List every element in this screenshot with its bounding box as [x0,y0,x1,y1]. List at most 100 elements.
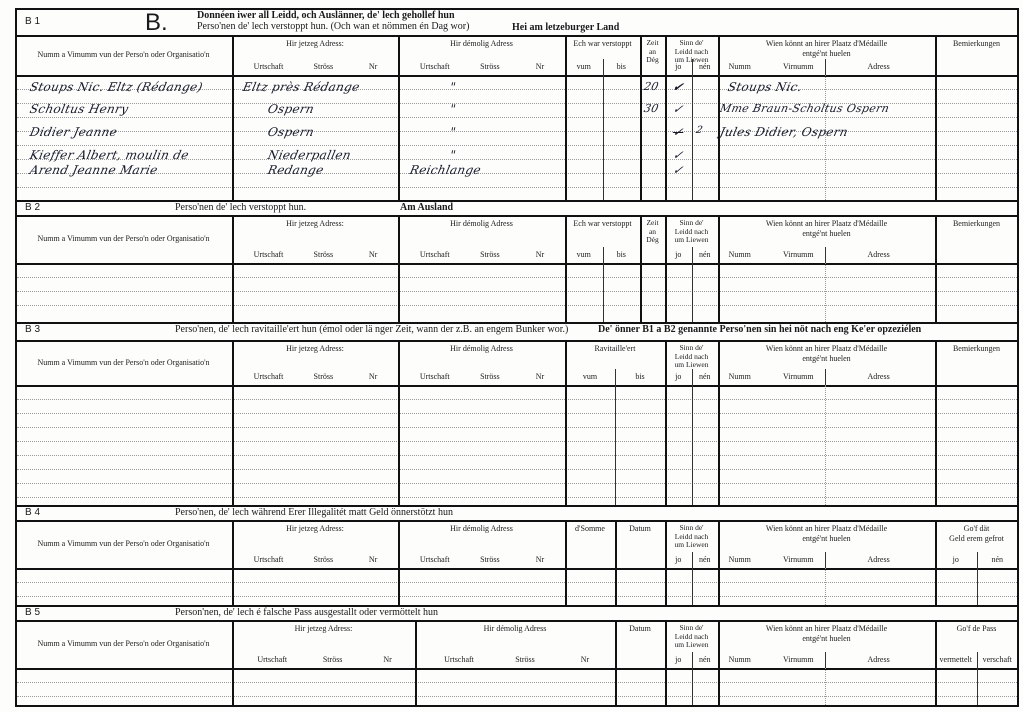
subheader-wien-0: Numm [728,62,751,71]
subheader-jetzeg-1: Ströss [322,655,343,664]
subheader-verstoppt-1: bis [616,250,626,259]
column-divider [665,35,667,200]
column-header-sinn: Sinn de' Leidd nach um Liewen [674,343,709,369]
right-border [1017,8,1019,200]
subheader-demolig-0: Urtschaft [419,62,450,71]
column-header-ravitailleert: Ravitaille'ert [594,344,636,353]
column-divider [640,35,642,200]
column-divider [718,620,720,705]
column-divider [935,520,937,605]
subheader-sinn-0: jo [675,372,682,381]
right-border [1017,605,1019,705]
subheader-sinn-1: nén [698,372,711,381]
subheader-demolig-2: Nr [580,655,590,664]
subheader-sinn-0: jo [675,655,682,664]
right-border [1017,322,1019,505]
subcolumn-divider [825,552,826,568]
subheader-demolig-2: Nr [535,250,545,259]
writing-line [17,305,1017,306]
subheader-demolig-1: Ströss [515,655,535,664]
left-border [15,200,17,322]
subcolumn-divider [602,247,604,322]
header-top-border [15,35,1019,37]
subheader-sinn-0: jo [675,555,682,564]
column-divider [565,35,567,200]
subheader-ravitailleert-0: vum [582,372,598,381]
column-divider [718,340,720,505]
writing-line [17,173,1017,174]
subheader-wien-1: Virnumm [782,655,814,664]
writing-line [17,145,1017,146]
subheader-wien-1: Virnumm [782,62,814,71]
writing-line [17,399,1017,400]
writing-line [17,696,1017,697]
subheader-demolig-0: Urtschaft [444,655,474,664]
column-header-bemierkungen: Bemierkungen [952,344,1001,353]
subheader-wien-1: Virnumm [782,555,814,564]
writing-line [17,441,1017,442]
header-top-border [15,215,1019,217]
column-header-sinn: Sinn de' Leidd nach um Liewen [674,38,709,64]
column-divider [415,620,417,705]
column-header-demolig: Hir démolig Adress [483,624,547,633]
section-top-border [15,200,1019,202]
writing-line [17,413,1017,414]
column-header-jetzeg: Hir jetzeg Adress: [286,524,344,533]
subheader-wien-1: Virnumm [782,372,814,381]
column-divider [665,215,667,322]
subheader-jetzeg-0: Urtschaft [253,250,284,259]
writing-line [17,582,1017,583]
subheader-gof-1: verschaft [982,655,1012,664]
section-big-letter: B. [145,9,168,36]
subheader-wien-1: Virnumm [782,250,814,259]
subheader-jetzeg-2: Nr [368,555,378,564]
column-header-jetzeg: Hir jetzeg Adress: [294,624,353,633]
column-divider [665,340,667,505]
subheader-jetzeg-1: Ströss [313,555,334,564]
writing-line [17,89,1017,90]
section-title-right: De' önner B1 a B2 genannte Perso'nen sin… [598,324,922,335]
column-divider [398,215,400,322]
subheader-sinn-1: nén [698,62,711,71]
subheader-wien-2: Adress [867,250,890,259]
section-label: B 4 [25,507,41,518]
subheader-demolig-0: Urtschaft [419,372,450,381]
column-header-sinn: Sinn de' Leidd nach um Liewen [674,623,709,649]
column-header-jetzeg: Hir jetzeg Adress: [286,219,344,228]
left-border [15,505,17,605]
subheader-demolig-0: Urtschaft [419,250,450,259]
column-divider [718,215,720,322]
section-title-right: Am Ausland [400,202,454,213]
column-divider [565,215,567,322]
column-header-bemierkungen: Bemierkungen [952,39,1001,48]
column-divider [935,35,937,200]
subcolumn-divider [825,385,826,505]
subcolumn-divider [825,369,826,385]
subheader-jetzeg-1: Ströss [313,372,334,381]
subheader-wien-2: Adress [867,62,890,71]
writing-line [17,469,1017,470]
subheader-demolig-1: Ströss [480,555,500,564]
section-top-border [15,605,1019,607]
column-divider [232,340,234,505]
column-divider [232,620,234,705]
writing-line [17,159,1017,160]
writing-line [17,187,1017,188]
column-divider [232,215,234,322]
subheader-demolig-2: Nr [535,62,545,71]
subheader-demolig-2: Nr [535,555,545,564]
section-title-line: Perso'nen de' lech verstoppt hun. [175,202,307,213]
right-border [1017,200,1019,322]
column-header-verstoppt: Ech war verstoppt [573,39,632,48]
section-title-line: Person'nen, de' lech é falsche Pass ausg… [175,607,438,618]
column-header-verstoppt: Ech war verstoppt [573,219,632,228]
section-title-line: Donnéen iwer all Leidd, och Auslänner, d… [197,10,455,21]
column-header-demolig: Hir démolig Adress [450,524,513,533]
writing-line [17,497,1017,498]
subheader-wien-0: Numm [728,250,751,259]
header-top-border [15,520,1019,522]
